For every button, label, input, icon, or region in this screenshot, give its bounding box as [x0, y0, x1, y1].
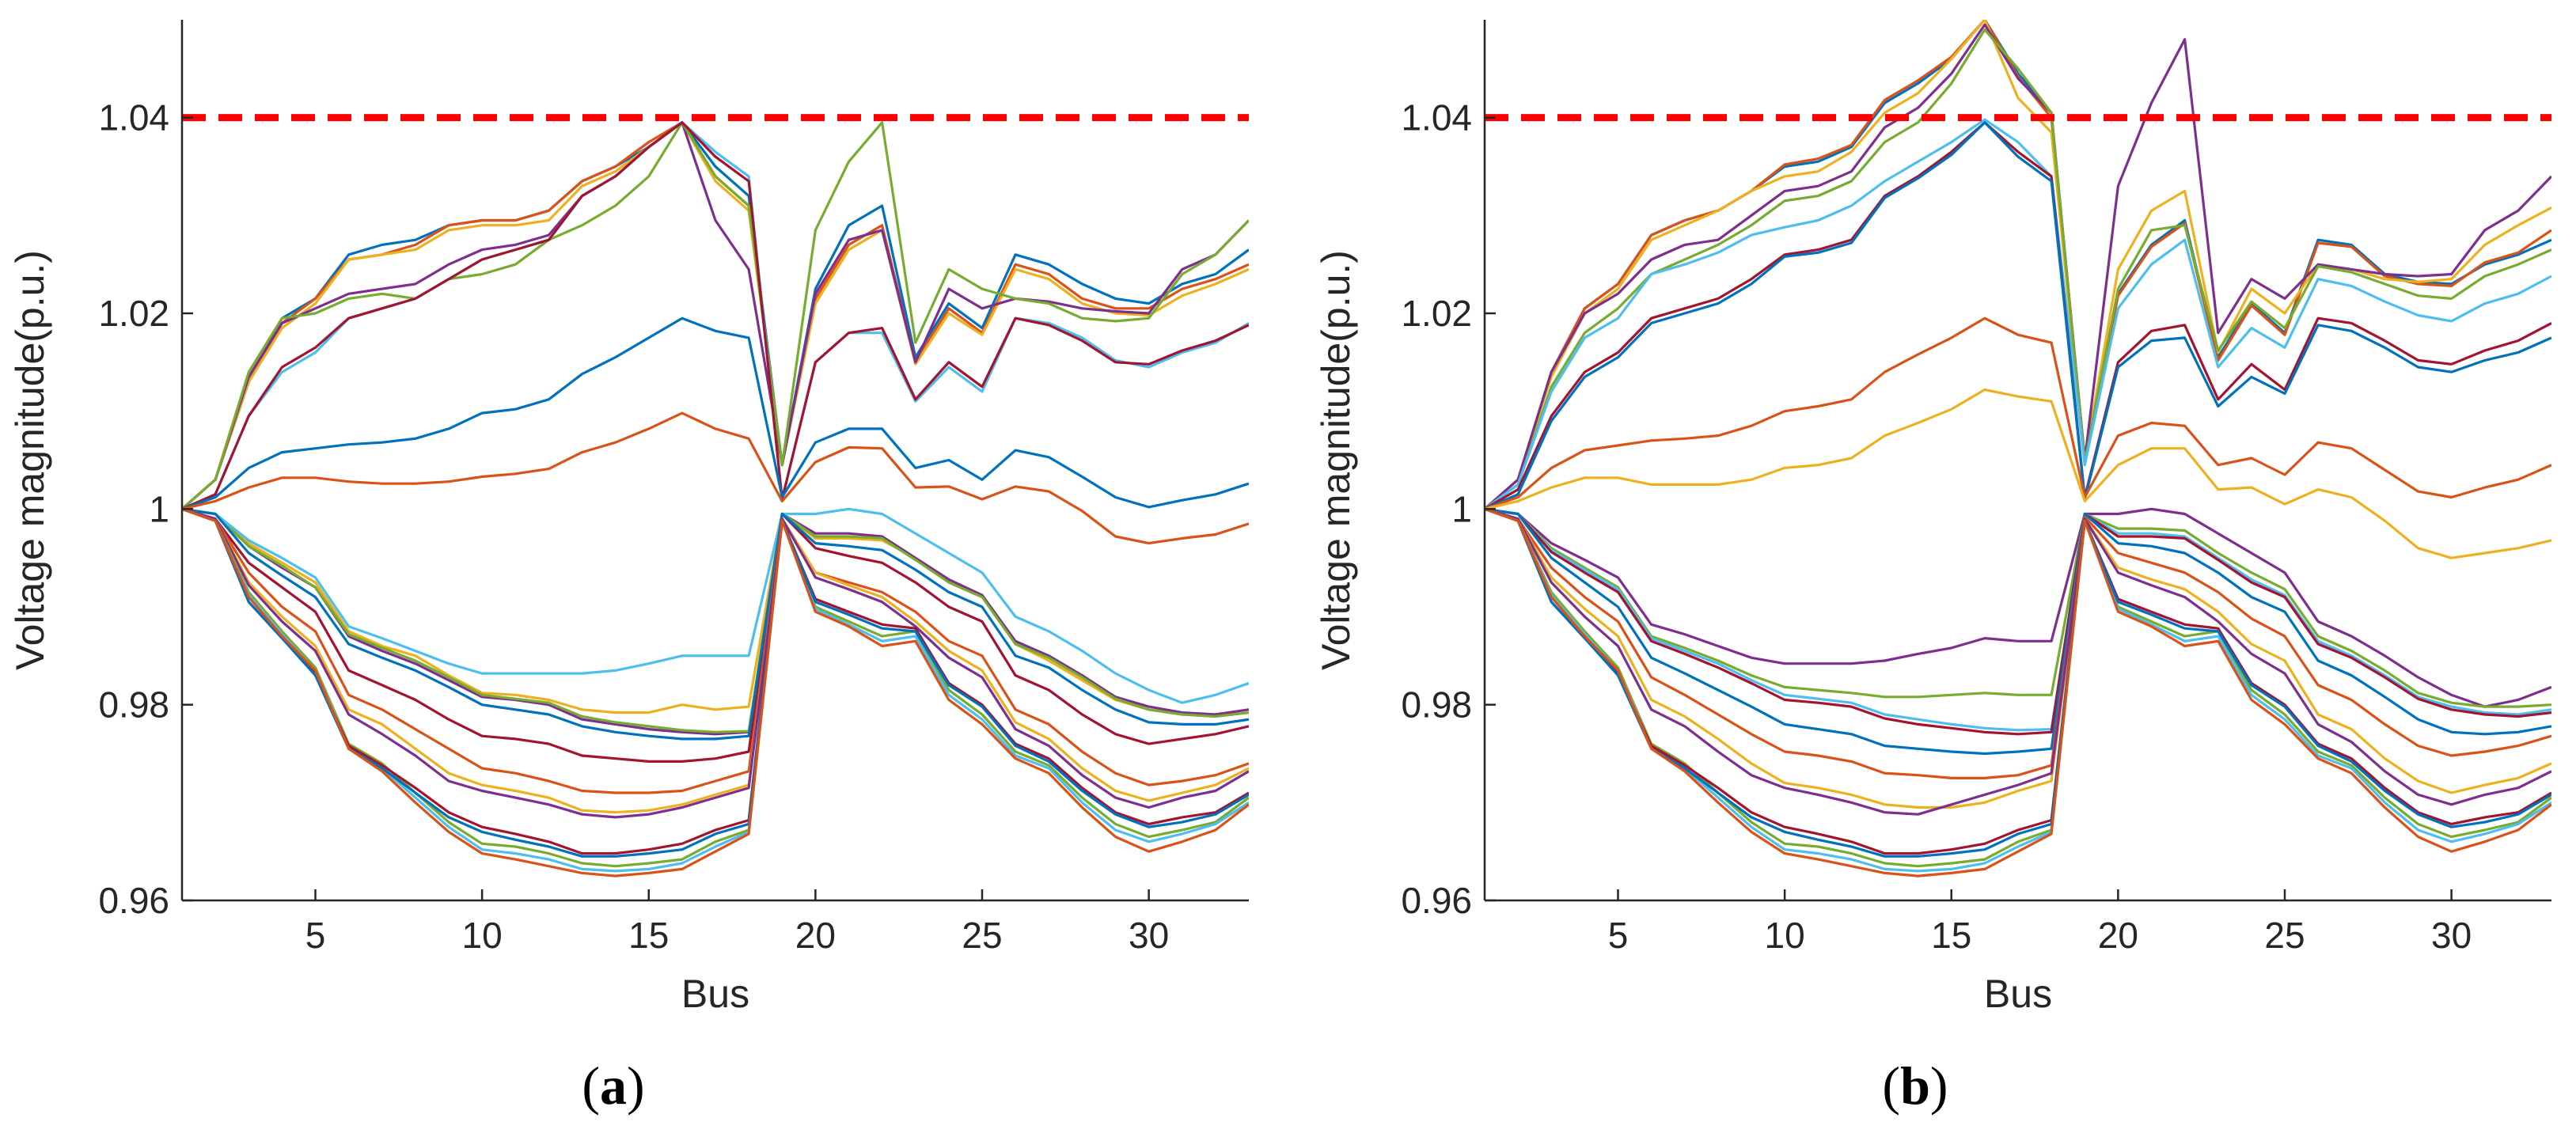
y-tick-label: 0.98	[1401, 684, 1472, 726]
series-line-s11	[1485, 507, 2551, 708]
series-line-s18	[1485, 507, 2551, 816]
series-line-s8	[1485, 121, 2551, 510]
x-tick-label: 25	[962, 915, 1002, 956]
x-tick-label: 20	[2098, 915, 2138, 956]
series-line-s9	[182, 411, 1249, 545]
series-line-s21	[1485, 507, 2551, 855]
series-line-s6	[1485, 118, 2551, 510]
series-line-s13	[1485, 507, 2551, 732]
y-tick-label: 1.02	[1401, 293, 1472, 334]
series-line-s13	[182, 507, 1249, 704]
series-line-s12	[1485, 507, 2551, 708]
x-tick-label: 5	[1608, 915, 1629, 956]
y-axis-label: Voltage magnitude(p.u.)	[1314, 250, 1358, 670]
series-line-s16	[1485, 507, 2551, 780]
series-line-s23	[182, 507, 1249, 877]
series-line-s3	[182, 121, 1249, 510]
series-line-s17	[1485, 507, 2551, 809]
series-line-s10	[182, 507, 1249, 716]
y-tick-label: 1.02	[98, 293, 169, 334]
series-line-s20	[1485, 507, 2551, 873]
y-tick-label: 0.96	[98, 880, 169, 921]
series-line-s7	[182, 121, 1249, 510]
series-line-s10	[1485, 388, 2551, 559]
y-tick-label: 0.98	[98, 684, 169, 726]
series-line-s4	[182, 121, 1249, 510]
series-line-s14	[182, 507, 1249, 764]
series-line-s11	[182, 507, 1249, 736]
y-tick-label: 0.96	[1401, 880, 1472, 921]
series-line-s9	[1485, 316, 2551, 510]
series-line-s15	[1485, 507, 2551, 756]
series-line-s5	[182, 121, 1249, 510]
y-tick-label: 1	[1451, 488, 1472, 529]
series-line-s2	[1485, 20, 2551, 510]
x-axis-label: Bus	[681, 972, 749, 1016]
series-line-s21	[182, 507, 1249, 855]
series-line-s1	[1485, 20, 2551, 510]
x-tick-label: 25	[2264, 915, 2305, 956]
series-line-s20	[182, 507, 1249, 873]
x-tick-label: 30	[1129, 915, 1169, 956]
x-tick-label: 5	[305, 915, 326, 956]
y-tick-label: 1.04	[98, 97, 169, 138]
x-tick-label: 15	[628, 915, 669, 956]
series-line-s7	[1485, 121, 2551, 510]
y-axis-label: Voltage magnitude(p.u.)	[8, 250, 52, 670]
series-line-s12	[182, 507, 1249, 733]
series-line-s14	[1485, 507, 2551, 736]
x-tick-label: 10	[462, 915, 503, 956]
series-line-s1	[182, 121, 1249, 510]
series-line-s4	[1485, 23, 2551, 510]
series-line-s16	[182, 507, 1249, 794]
x-tick-label: 30	[2431, 915, 2472, 956]
x-tick-label: 20	[795, 915, 836, 956]
x-tick-label: 10	[1765, 915, 1805, 956]
series-line-s18	[182, 507, 1249, 819]
series-line-s23	[1485, 507, 2551, 877]
series-group	[182, 121, 1249, 877]
series-line-s15	[182, 507, 1249, 741]
subplot-b: 5 10 15 20 25 30 0.96 0.98 1 1.02 1.04 Bus Voltage m…	[1314, 20, 2551, 1116]
subplot-a: 5 10 15 20 25 30 0.96 0.98 1 1.02 1.04 Bus Voltage m…	[8, 20, 1249, 1116]
series-line-s19	[182, 507, 1249, 868]
series-line-s5	[1485, 28, 2551, 510]
y-tick-label: 1.04	[1401, 97, 1472, 138]
series-group	[1485, 20, 2551, 877]
y-tick-label: 1	[149, 488, 169, 529]
series-line-s19	[1485, 507, 2551, 868]
series-line-s3	[1485, 20, 2551, 510]
x-axis-label: Bus	[1984, 972, 2052, 1016]
subplot-label: (b)	[1882, 1056, 1948, 1116]
series-line-s8	[182, 316, 1249, 510]
series-line-s17	[182, 507, 1249, 814]
x-tick-label: 15	[1931, 915, 1971, 956]
subplot-label: (a)	[582, 1056, 644, 1116]
